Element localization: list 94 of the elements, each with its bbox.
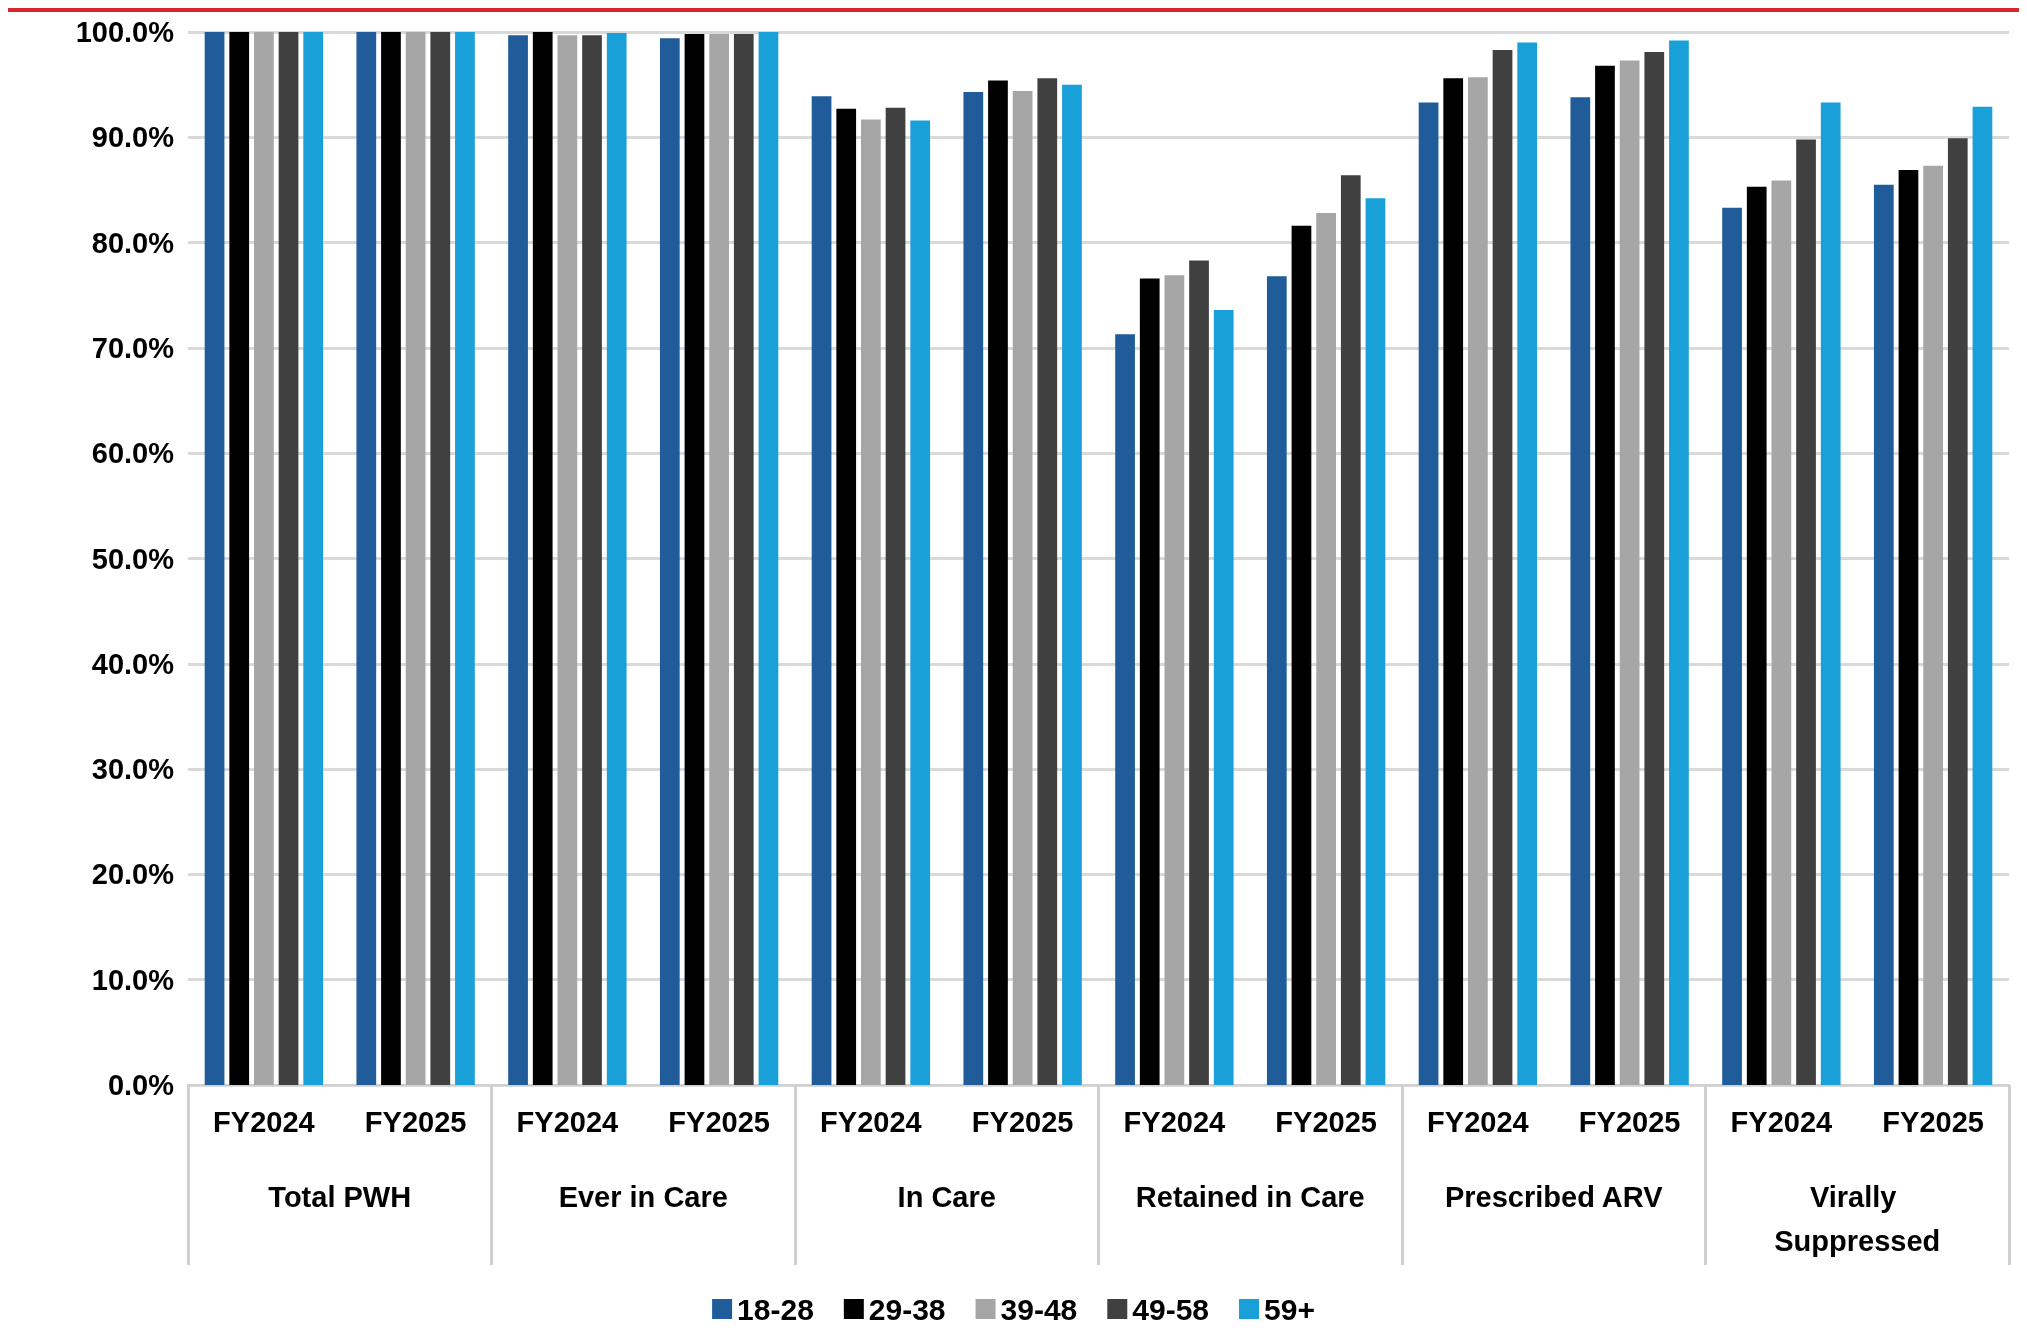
x-tick-label: FY2025 [1882, 1105, 1984, 1138]
bar [963, 92, 984, 1085]
bar [204, 32, 225, 1085]
legend-label: 39-48 [1000, 1292, 1078, 1326]
y-tick-label: 70.0% [91, 331, 175, 364]
y-tick-label: 90.0% [91, 121, 175, 154]
bar [1213, 309, 1234, 1085]
bar [1972, 106, 1993, 1085]
y-tick-label: 50.0% [91, 542, 175, 575]
y-tick-label: 40.0% [91, 647, 175, 680]
x-tick-label: FY2025 [971, 1105, 1074, 1138]
y-tick-label: 60.0% [91, 437, 175, 470]
bar [405, 32, 426, 1085]
bar [988, 80, 1008, 1085]
bar [1418, 102, 1439, 1085]
legend-label: 49-58 [1132, 1292, 1210, 1326]
x-tick-label: FY2025 [1578, 1105, 1681, 1138]
text: Virally Suppressed [1774, 1181, 1941, 1257]
bar [885, 107, 906, 1085]
text: In Care [897, 1181, 996, 1213]
bar [430, 32, 451, 1085]
y-tick-label: 10.0% [91, 963, 175, 996]
bar [861, 119, 881, 1085]
bar [303, 32, 324, 1085]
x-tick-label: FY2024 [1123, 1105, 1226, 1138]
y-tick-label: 30.0% [91, 753, 175, 786]
legend-label: 18-28 [737, 1292, 814, 1326]
bar [1570, 97, 1591, 1085]
bar [1164, 275, 1185, 1085]
bar [1062, 84, 1082, 1085]
bar [1492, 49, 1513, 1085]
bar [1722, 207, 1742, 1085]
bar [1820, 102, 1841, 1085]
bar [910, 120, 931, 1085]
bar [229, 32, 250, 1085]
y-tick-label: 0.0% [107, 1069, 175, 1101]
x-tick-label: FY2024 [213, 1105, 315, 1138]
bar [1443, 78, 1464, 1085]
bar [1796, 139, 1816, 1085]
bar [254, 32, 274, 1085]
bar [1365, 198, 1386, 1085]
bar [508, 35, 528, 1085]
x-tick-label: FY2024 [1427, 1105, 1529, 1138]
text: Total PWH [268, 1181, 412, 1213]
x-tick-label: FY2025 [1275, 1105, 1377, 1138]
bar [684, 34, 705, 1085]
bar [1746, 186, 1767, 1085]
bar [1771, 180, 1792, 1085]
text: Prescribed ARV [1444, 1181, 1664, 1213]
bar [1012, 90, 1033, 1085]
bar [1316, 213, 1336, 1085]
bar [532, 32, 553, 1085]
bar [1873, 184, 1894, 1085]
text: Ever in Care [558, 1181, 728, 1213]
text: Retained in Care [1135, 1181, 1365, 1213]
x-tick-label: FY2025 [364, 1105, 467, 1138]
bar [1340, 175, 1361, 1085]
bar [1266, 276, 1287, 1085]
bar [1669, 40, 1689, 1085]
x-tick-label: FY2024 [516, 1105, 619, 1138]
y-tick-label: 100.0% [75, 16, 175, 48]
x-tick-label: FY2024 [820, 1105, 922, 1138]
bar [455, 32, 475, 1085]
bar [557, 35, 578, 1085]
bar [1139, 278, 1160, 1085]
legend-label: 29-38 [868, 1292, 946, 1326]
bar [1189, 260, 1209, 1085]
bar [811, 96, 832, 1085]
x-tick-label: FY2024 [1730, 1105, 1833, 1138]
bar [836, 108, 857, 1085]
bar [606, 33, 627, 1085]
bar [356, 32, 377, 1085]
bar [1644, 52, 1665, 1085]
bar [1947, 138, 1968, 1085]
bar [709, 34, 729, 1085]
y-tick-label: 80.0% [91, 226, 175, 259]
bar [659, 38, 680, 1085]
bar [278, 32, 299, 1085]
bar [1923, 165, 1943, 1085]
bar [1037, 78, 1058, 1085]
bar [1619, 60, 1640, 1085]
y-tick-label: 20.0% [91, 858, 175, 891]
bar [1115, 334, 1135, 1085]
bar [1898, 169, 1919, 1085]
bar [1468, 77, 1488, 1085]
bar [1291, 225, 1312, 1085]
bar [582, 35, 602, 1085]
bar [1517, 42, 1538, 1085]
x-tick-label: FY2025 [668, 1105, 770, 1138]
bar [758, 32, 779, 1085]
bar [381, 32, 401, 1085]
legend-label: 59+ [1264, 1292, 1315, 1326]
bar [1595, 65, 1615, 1085]
bar [733, 34, 754, 1085]
